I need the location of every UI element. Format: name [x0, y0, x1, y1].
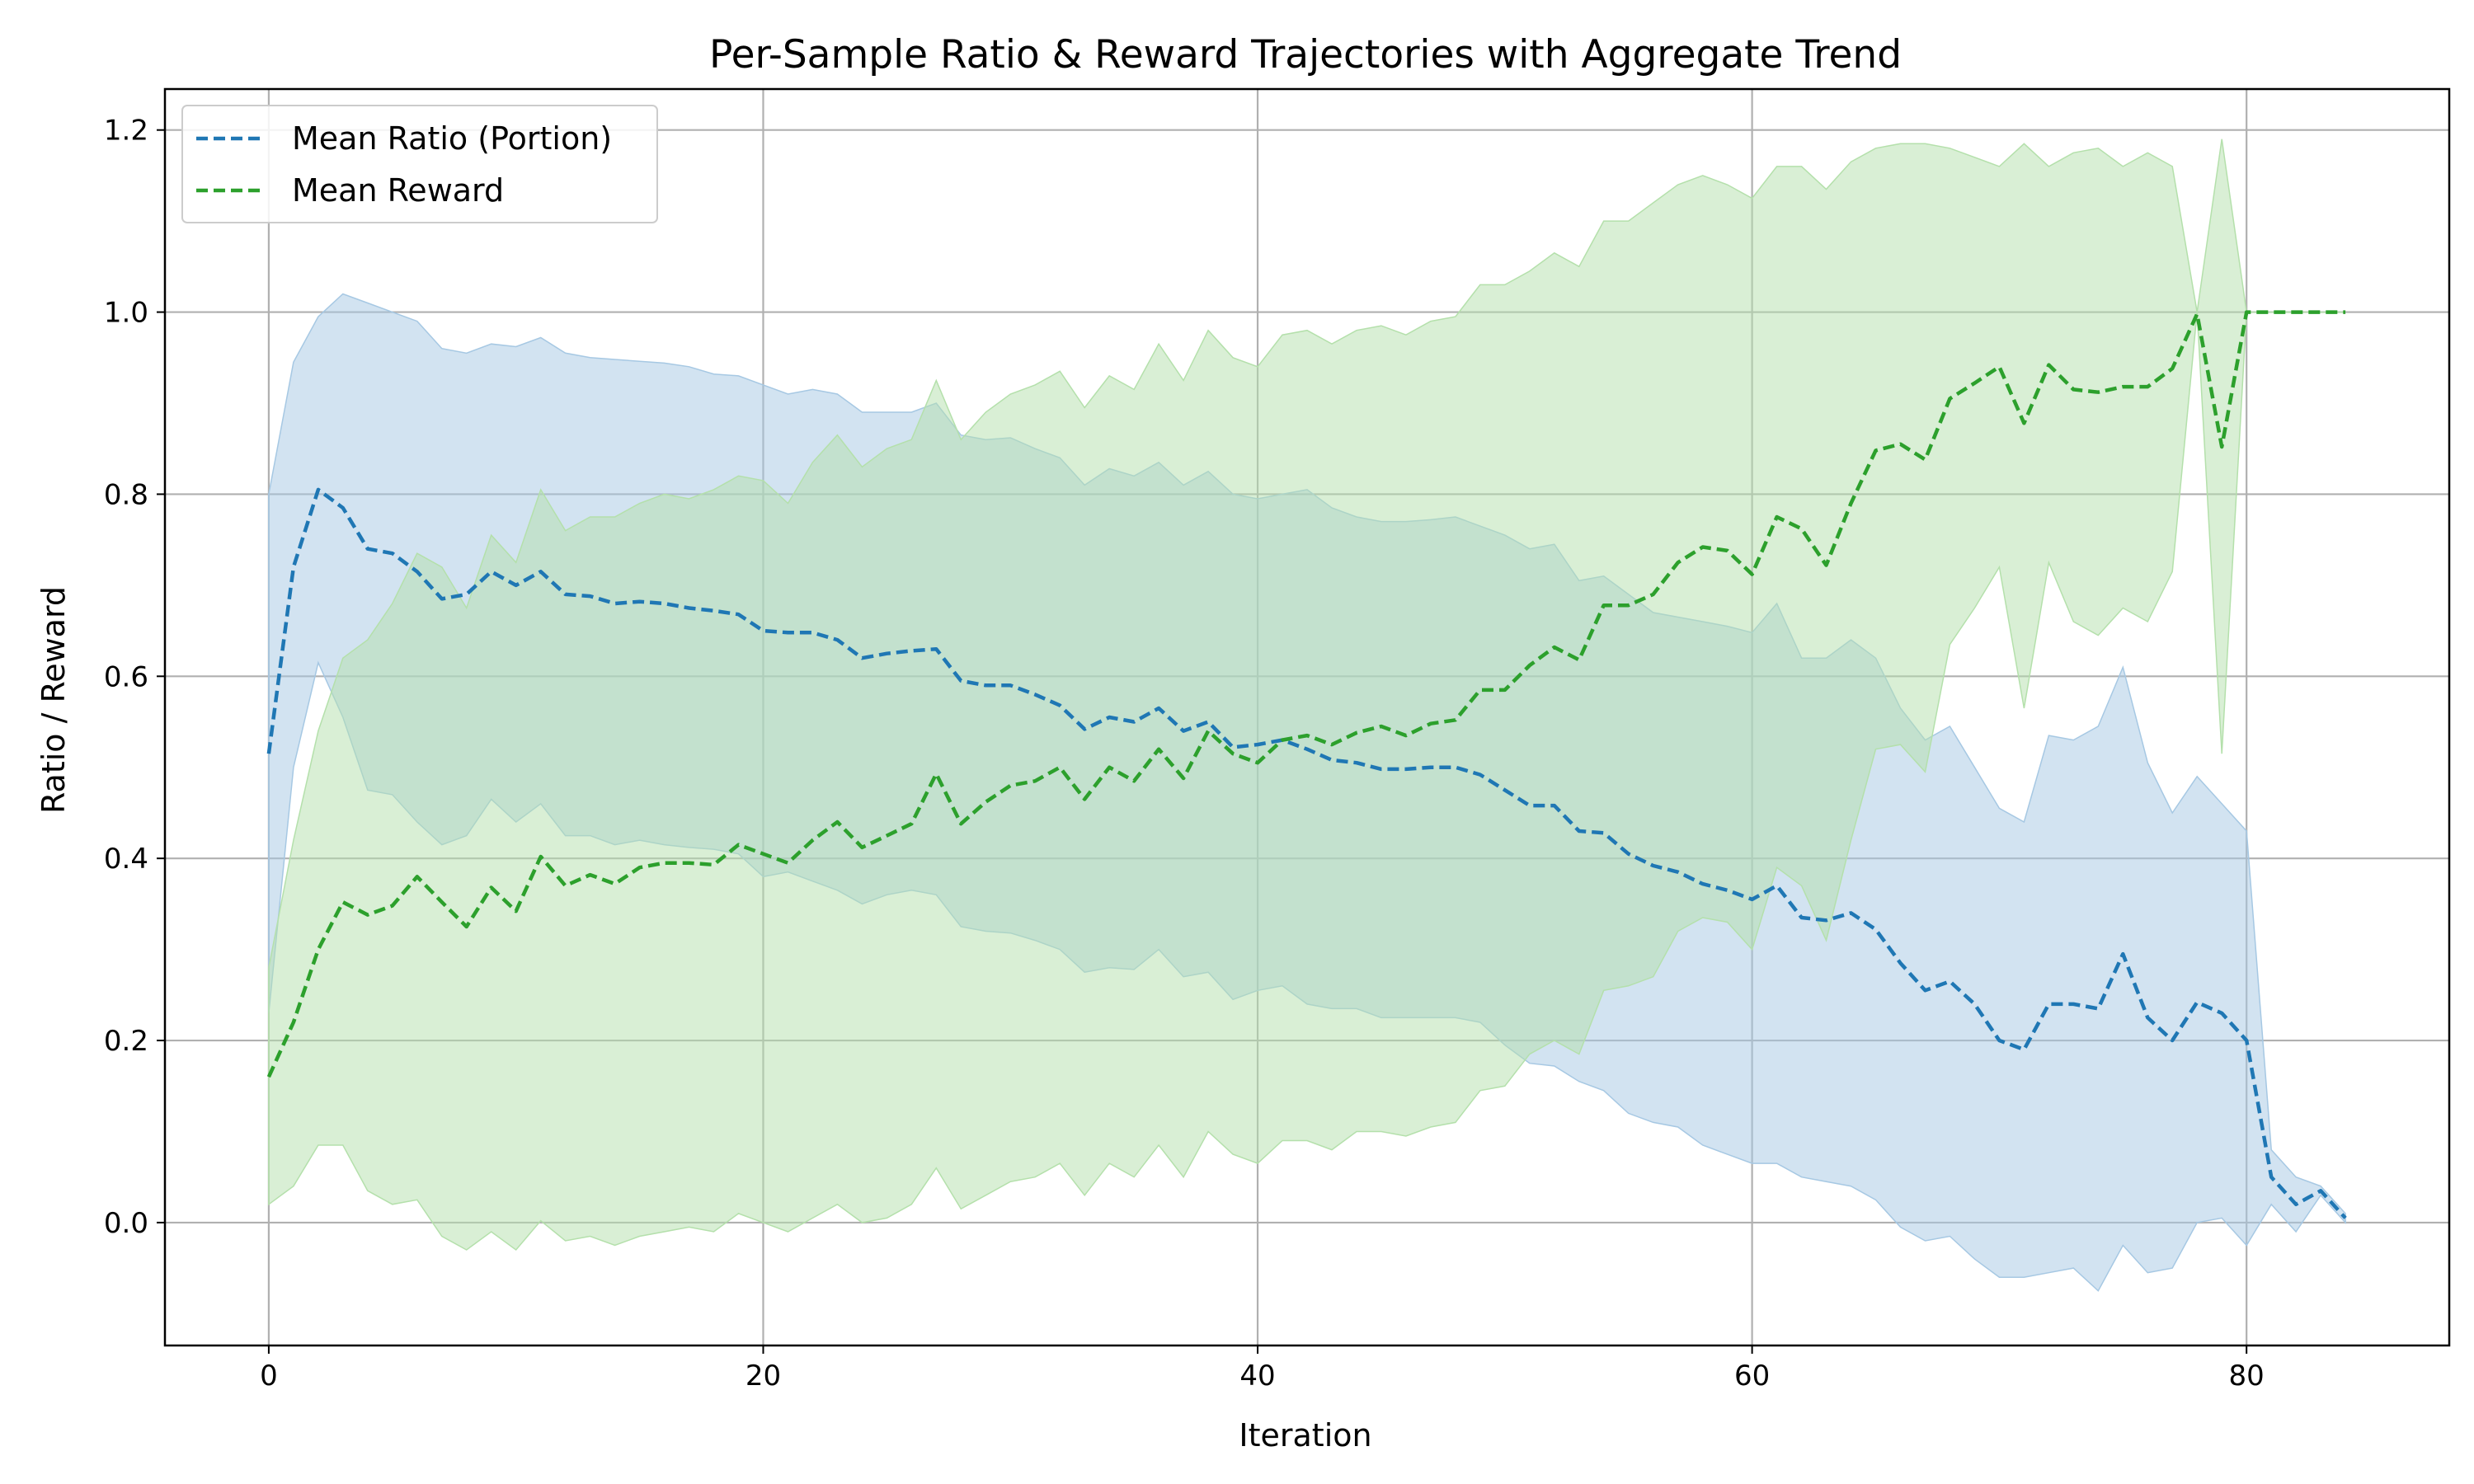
x-tick-label: 0: [260, 1360, 278, 1392]
y-tick-label: 1.0: [104, 297, 148, 330]
y-tick-label: 0.6: [104, 660, 148, 693]
x-tick-label: 40: [1239, 1360, 1275, 1392]
y-axis-label: Ratio / Reward: [35, 586, 72, 814]
plot-frame: [163, 87, 2451, 1347]
x-tick-label: 60: [1734, 1360, 1770, 1392]
x-tick-label: 80: [2229, 1360, 2265, 1392]
y-tick-label: 0.8: [104, 478, 148, 511]
axis-ticks: 0 20 40 60 80 0.0 0.2 0.4 0.6 0.8 1.0 1.2: [104, 115, 2265, 1392]
legend-label-reward: Mean Reward: [292, 172, 504, 209]
confidence-bands: [268, 139, 2346, 1292]
y-tick-label: 1.2: [104, 115, 148, 148]
y-tick-label: 0.2: [104, 1025, 148, 1058]
mean-ratio-line: [266, 487, 2347, 1219]
legend-frame: [181, 105, 658, 223]
chart-title: Per-Sample Ratio & Reward Trajectories w…: [709, 32, 1902, 77]
legend-label-ratio: Mean Ratio (Portion): [292, 120, 612, 157]
mean-lines: [266, 310, 2347, 1219]
mean-reward-line: [266, 310, 2346, 1078]
x-tick-label: 20: [745, 1360, 781, 1392]
x-axis-label: Iteration: [1239, 1417, 1371, 1453]
y-tick-label: 0.4: [104, 843, 148, 876]
y-tick-label: 0.0: [104, 1207, 148, 1240]
legend: Mean Ratio (Portion) Mean Reward: [181, 105, 658, 223]
